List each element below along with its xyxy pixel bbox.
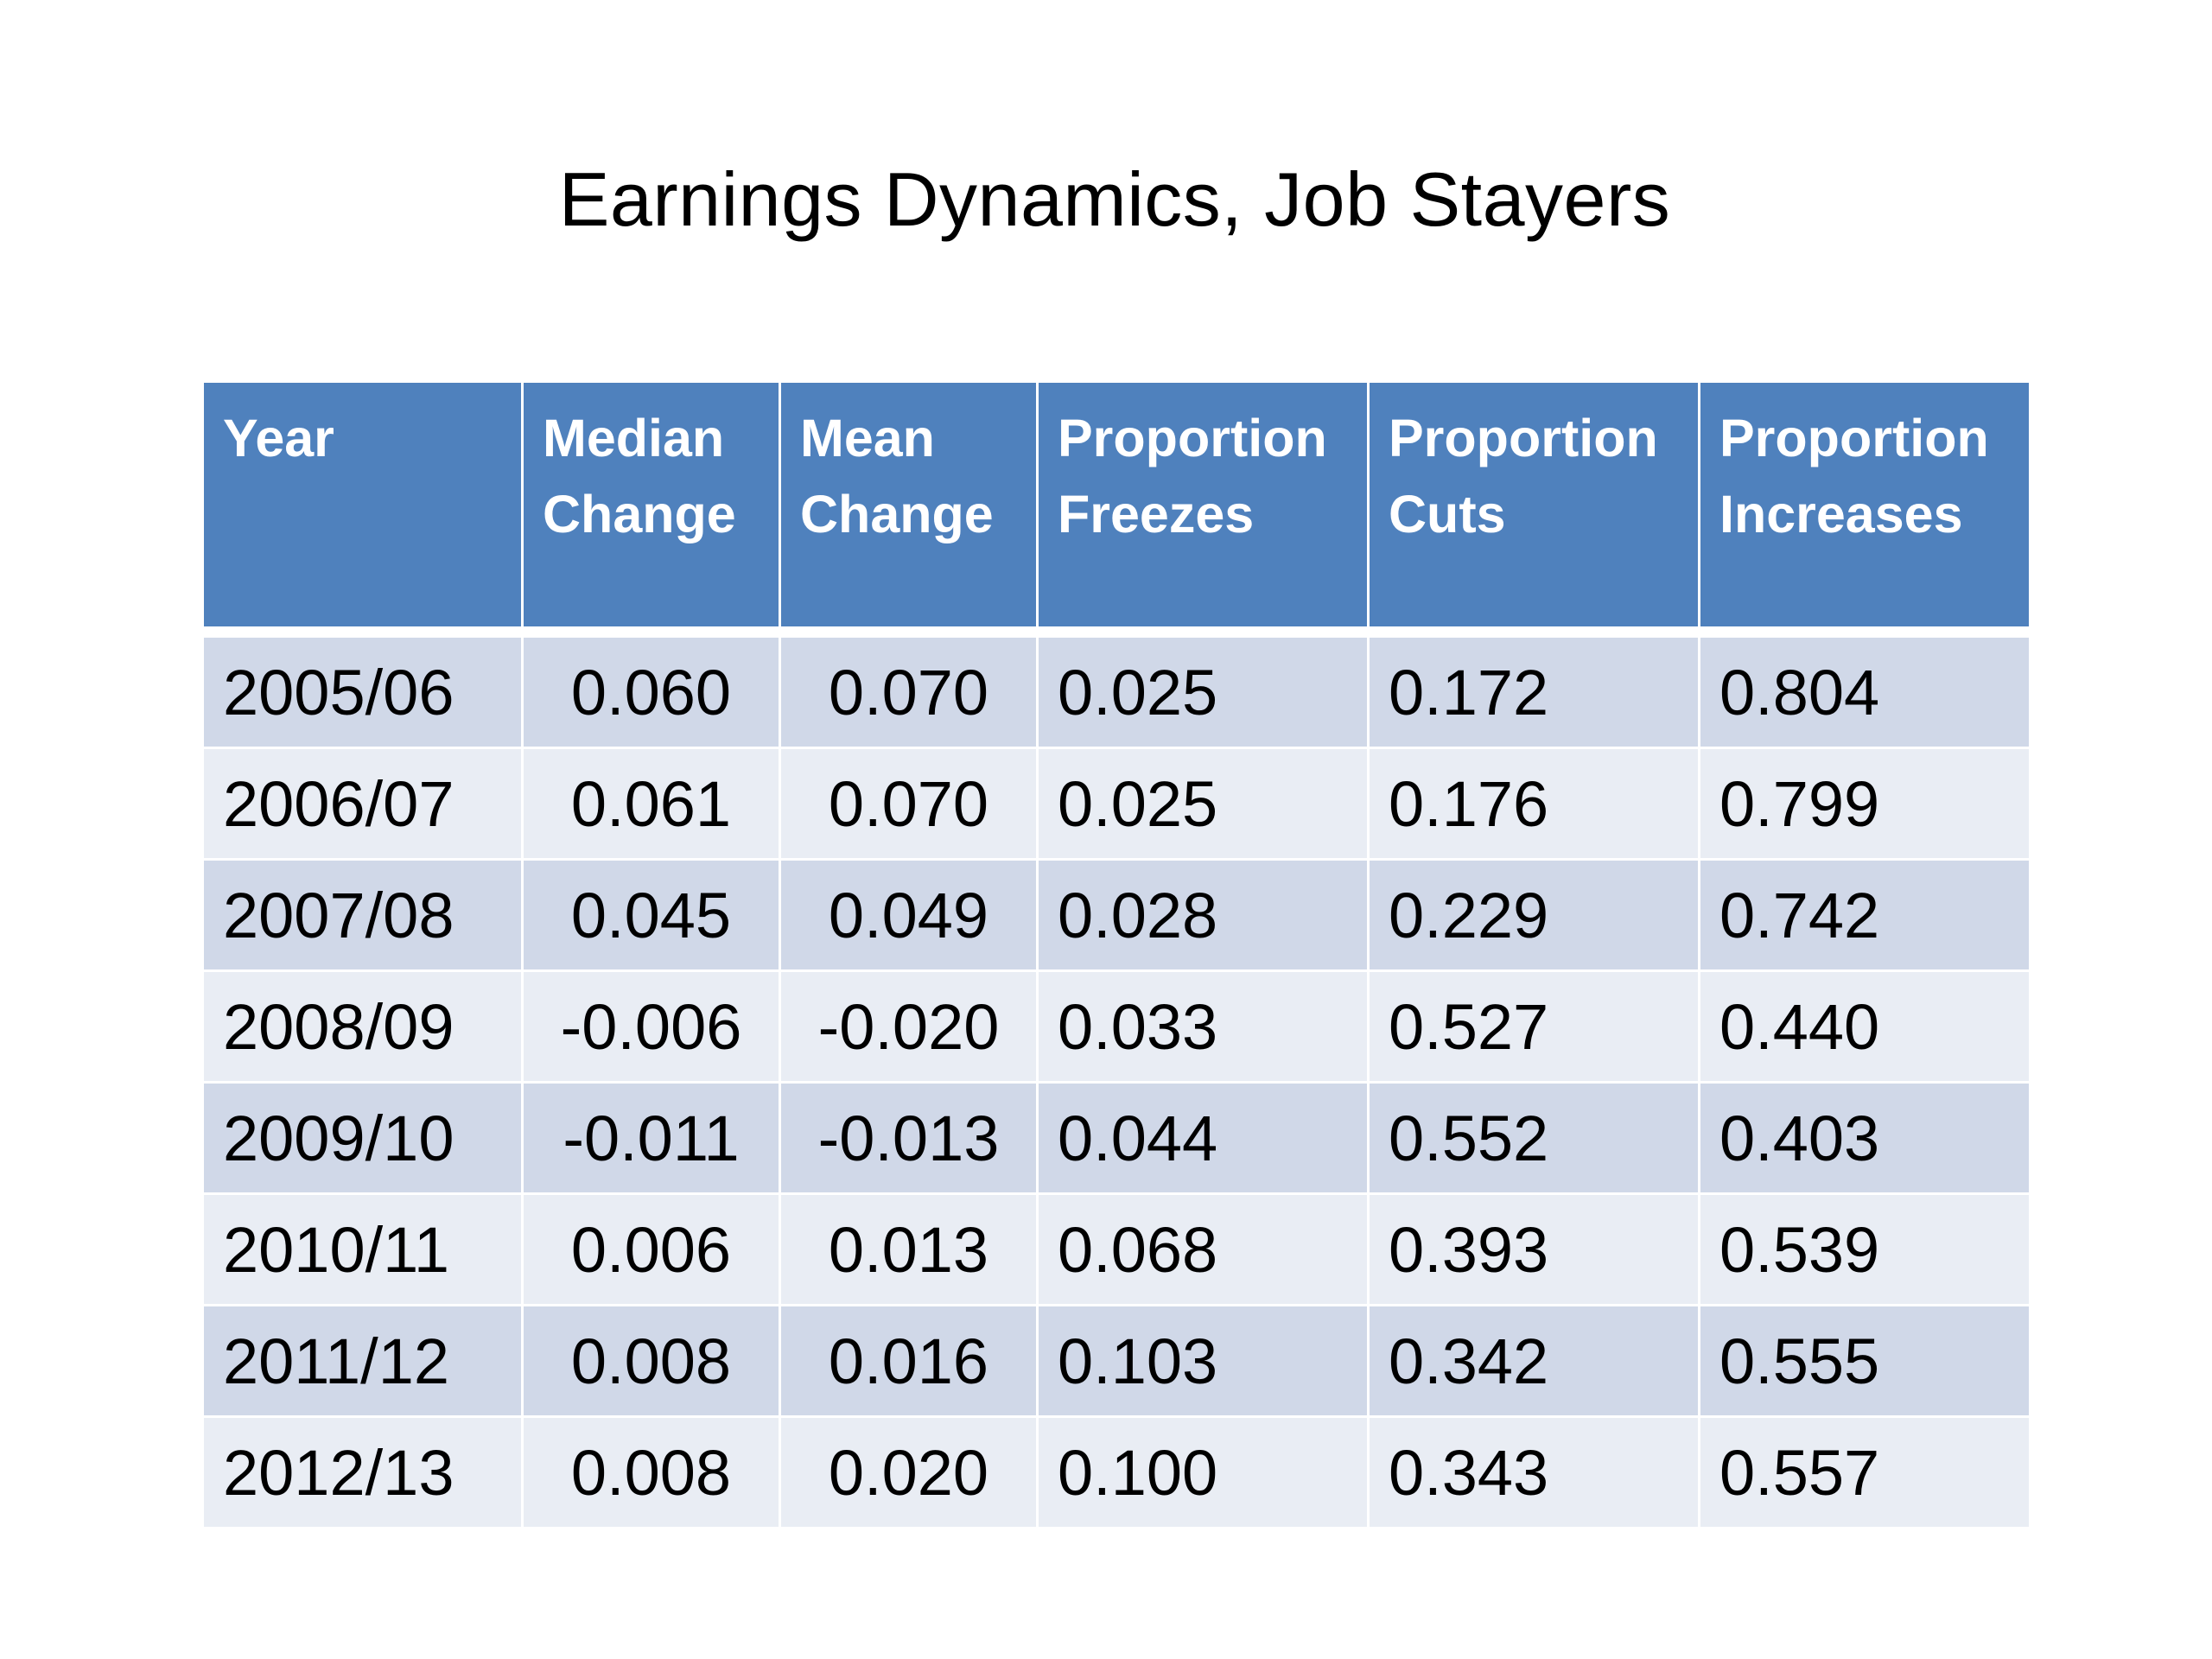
table-row: 2007/08 0.045 0.049 0.028 0.229 0.742 — [201, 858, 2031, 972]
slide-title: Earnings Dynamics, Job Stayers — [558, 156, 1671, 242]
cell-proportion-increases: 0.799 — [1698, 747, 2031, 861]
column-header-median-change: Median Change — [521, 380, 781, 629]
cell-proportion-increases: 0.440 — [1698, 969, 2031, 1084]
table-row: 2010/11 0.006 0.013 0.068 0.393 0.539 — [201, 1192, 2031, 1306]
cell-proportion-cuts: 0.176 — [1367, 747, 1700, 861]
cell-mean-change: -0.013 — [779, 1081, 1039, 1195]
cell-proportion-cuts: 0.229 — [1367, 858, 1700, 972]
earnings-table-container: Year Median Change Mean Change Proportion F… — [201, 380, 2031, 1529]
table-row: 2012/13 0.008 0.020 0.100 0.343 0.557 — [201, 1415, 2031, 1529]
cell-mean-change: 0.049 — [779, 858, 1039, 972]
column-header-proportion-freezes: Proportion Freezes — [1036, 380, 1370, 629]
cell-proportion-increases: 0.555 — [1698, 1304, 2031, 1418]
cell-proportion-increases: 0.403 — [1698, 1081, 2031, 1195]
cell-proportion-freezes: 0.103 — [1036, 1304, 1370, 1418]
cell-mean-change: 0.013 — [779, 1192, 1039, 1306]
cell-year: 2007/08 — [201, 858, 524, 972]
cell-proportion-freezes: 0.100 — [1036, 1415, 1370, 1529]
cell-year: 2012/13 — [201, 1415, 524, 1529]
table-row: 2008/09 -0.006 -0.020 0.033 0.527 0.440 — [201, 969, 2031, 1084]
cell-mean-change: -0.020 — [779, 969, 1039, 1084]
cell-proportion-cuts: 0.172 — [1367, 635, 1700, 749]
cell-proportion-cuts: 0.527 — [1367, 969, 1700, 1084]
cell-proportion-cuts: 0.552 — [1367, 1081, 1700, 1195]
cell-proportion-freezes: 0.028 — [1036, 858, 1370, 972]
cell-median-change: -0.011 — [521, 1081, 781, 1195]
cell-proportion-cuts: 0.342 — [1367, 1304, 1700, 1418]
column-header-mean-change: Mean Change — [779, 380, 1039, 629]
cell-median-change: 0.045 — [521, 858, 781, 972]
column-header-proportion-increases: Proportion Increases — [1698, 380, 2031, 629]
cell-proportion-increases: 0.557 — [1698, 1415, 2031, 1529]
cell-median-change: -0.006 — [521, 969, 781, 1084]
header-separator — [202, 627, 2031, 637]
column-header-year: Year — [201, 380, 524, 629]
cell-mean-change: 0.070 — [779, 635, 1039, 749]
cell-proportion-freezes: 0.044 — [1036, 1081, 1370, 1195]
cell-median-change: 0.060 — [521, 635, 781, 749]
cell-proportion-freezes: 0.068 — [1036, 1192, 1370, 1306]
cell-proportion-freezes: 0.025 — [1036, 635, 1370, 749]
cell-year: 2010/11 — [201, 1192, 524, 1306]
cell-year: 2006/07 — [201, 747, 524, 861]
table-header-row: Year Median Change Mean Change Proportion F… — [201, 380, 2031, 629]
cell-proportion-increases: 0.804 — [1698, 635, 2031, 749]
cell-proportion-increases: 0.539 — [1698, 1192, 2031, 1306]
cell-proportion-increases: 0.742 — [1698, 858, 2031, 972]
cell-year: 2011/12 — [201, 1304, 524, 1418]
cell-proportion-freezes: 0.025 — [1036, 747, 1370, 861]
cell-proportion-cuts: 0.393 — [1367, 1192, 1700, 1306]
cell-year: 2005/06 — [201, 635, 524, 749]
cell-mean-change: 0.016 — [779, 1304, 1039, 1418]
cell-proportion-freezes: 0.033 — [1036, 969, 1370, 1084]
table-row: 2009/10 -0.011 -0.013 0.044 0.552 0.403 — [201, 1081, 2031, 1195]
cell-median-change: 0.006 — [521, 1192, 781, 1306]
table-row: 2006/07 0.061 0.070 0.025 0.176 0.799 — [201, 747, 2031, 861]
table-row: 2011/12 0.008 0.016 0.103 0.342 0.555 — [201, 1304, 2031, 1418]
earnings-table: Year Median Change Mean Change Proportion F… — [201, 380, 2031, 1529]
cell-mean-change: 0.020 — [779, 1415, 1039, 1529]
cell-median-change: 0.061 — [521, 747, 781, 861]
cell-median-change: 0.008 — [521, 1415, 781, 1529]
column-header-proportion-cuts: Proportion Cuts — [1367, 380, 1700, 629]
cell-year: 2008/09 — [201, 969, 524, 1084]
cell-median-change: 0.008 — [521, 1304, 781, 1418]
cell-proportion-cuts: 0.343 — [1367, 1415, 1700, 1529]
cell-mean-change: 0.070 — [779, 747, 1039, 861]
table-row: 2005/06 0.060 0.070 0.025 0.172 0.804 — [201, 635, 2031, 749]
cell-year: 2009/10 — [201, 1081, 524, 1195]
